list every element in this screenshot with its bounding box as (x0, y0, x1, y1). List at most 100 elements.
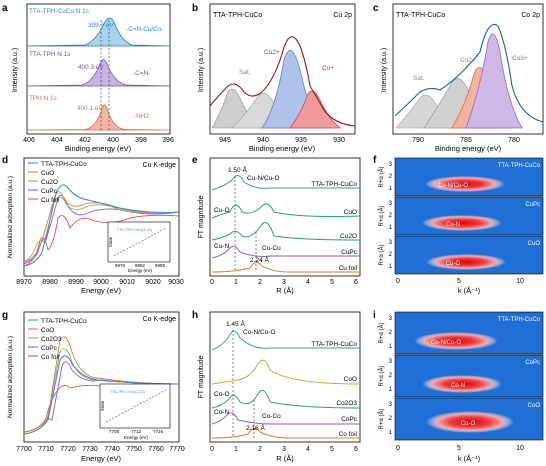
panel-e-x-ticks: 0 1 2 3 4 5 6 (210, 279, 358, 286)
panel-g-inset-fit (105, 389, 167, 423)
panel-b: b TTA-TPH-CuCo Cu 2p Cu2+ Cu+ Sat. 945 9… (192, 3, 356, 153)
panel-i-name-1: TTA-TPH-CuCo (498, 317, 541, 323)
panel-i-blob-2 (422, 375, 502, 393)
panel-g-inset-tick-1: 7712 (131, 429, 142, 434)
panel-g-legend-1: CoO (41, 327, 54, 334)
panel-a-tick-1: 404 (51, 137, 63, 144)
panel-g-tick-3: 7730 (82, 446, 98, 453)
panel-g-inset-note: TTA-TPH-CuCo(2.22) (110, 390, 145, 394)
panel-d-tick-1: 8980 (42, 279, 58, 286)
panel-g-tick-1: 7710 (38, 446, 54, 453)
panel-g-inset (99, 383, 171, 429)
panel-h-x-ticks: 0 1 2 3 4 5 6 (210, 446, 358, 453)
panel-h-tick-2: 2 (258, 446, 262, 453)
panel-g-inset-tick-2: 7716 (153, 429, 164, 434)
panel-f-name-3: CuO (528, 241, 541, 247)
panel-f-ytick-1-3: 3 (389, 162, 393, 168)
panel-e-annot-2: Cu-O (214, 207, 230, 214)
panel-e-frame (209, 157, 361, 277)
panel-e-curve-label-3: CuPc (341, 249, 358, 256)
panel-d-inset-tick-0: 8979 (115, 263, 126, 268)
panel-f-name-2: CuPc (525, 202, 540, 208)
panel-e-annot-1: Cu-N/Cu-O (247, 175, 280, 182)
panel-h-curve-copc (211, 412, 360, 425)
panel-a-curve-tta-tph (26, 59, 171, 87)
panel-f-blob-3 (426, 254, 506, 270)
panel-d-legend-3: CuPc (41, 188, 58, 195)
panel-e-xlabel: R (Å) (276, 286, 294, 295)
panel-f-ytick-2-1: 1 (389, 225, 393, 231)
panel-d-inset-tick-1: 8982 (135, 263, 146, 268)
panel-c-tick-1: 785 (460, 137, 472, 144)
panel-g-tick-6: 7760 (148, 446, 164, 453)
panel-d-tick-2: 8990 (68, 279, 84, 286)
panel-f-label-1: Cu-N/Cu-O (438, 183, 468, 189)
panel-h-tick-4: 4 (306, 446, 310, 453)
panel-g-ylabel: Normalized adsorption (a.u.) (7, 336, 14, 418)
panel-f-ylabel-2: R+α (Å) (378, 206, 385, 227)
panel-g-line-coo (23, 336, 180, 433)
panel-c-corner: Co 2p (521, 12, 540, 19)
panel-d-legend: TTA-TPH-CuCo CuO Cu2O CuPc Cu foil (28, 161, 87, 204)
panel-i-ylabel-3: R+α (Å) (378, 409, 385, 430)
panel-d-frame (23, 157, 180, 277)
panel-e-curve-tta (211, 175, 360, 191)
panel-d-corner: Cu K-edge (143, 162, 177, 169)
panel-i-blob-3 (426, 411, 514, 433)
panel-d-xlabel: Energy (eV) (81, 286, 122, 295)
panel-f-blob-2 (422, 215, 502, 231)
panel-letter-h: h (192, 310, 198, 321)
panel-d-ylabel: Normalized adsorption (a.u.) (7, 176, 14, 258)
panel-e: e TTA-TPH-CuCo CuO Cu2O CuPc Cu foil 1.5… (192, 155, 361, 295)
panel-e-curve-label-0: TTA-TPH-CuCo (311, 181, 357, 188)
panel-e-curve-cufoil (211, 262, 360, 273)
panel-i-ytick-2-2: 2 (389, 373, 393, 379)
panel-f-name-1: TTA-TPH-CuCo (498, 163, 541, 169)
panel-a-peak-3: 400.1 eV (77, 105, 103, 112)
panel-h-curve-label-4: Co foil (339, 431, 358, 438)
panel-f-ytick-3-2: 2 (389, 252, 393, 258)
panel-i-ylabel-1: R+α (Å) (378, 323, 385, 344)
panel-letter-f: f (373, 155, 377, 166)
panel-e-tick-6: 6 (354, 279, 358, 286)
panel-i-name-2: CoPc (525, 360, 540, 366)
panel-i-ytick-1-3: 3 (389, 316, 393, 322)
panel-h-annot-0: 1.45 Å (226, 319, 245, 328)
panel-f-label-3: Cu-O (446, 261, 461, 267)
panel-a-assign-3: -NH2 (134, 113, 149, 120)
panel-i-tick-2: 10 (516, 445, 524, 452)
panel-c-peak-co3 (465, 33, 523, 129)
panel-g-legend-0: TTA-TPH-CuCo (41, 318, 87, 325)
panel-b-tick-3: 930 (333, 137, 345, 144)
panel-b-peak-cu1 (289, 90, 342, 129)
panel-b-peak-label-sat: Sat. (239, 69, 251, 76)
panel-i-x-ticks: 0 5 10 (396, 445, 524, 452)
panel-f-ytick-3-1: 1 (389, 264, 393, 270)
panel-letter-c: c (373, 3, 379, 14)
panel-f-label-2: Cu-N (446, 222, 460, 228)
panel-g-tick-7: 7770 (169, 446, 185, 453)
panel-b-peak-label-cu1: Cu+ (322, 65, 334, 72)
panel-letter-a: a (2, 3, 8, 14)
panel-g-legend: TTA-TPH-CuCo CoO Co2O3 CoPc Co foil (28, 318, 87, 361)
panel-c-tick-2: 780 (508, 137, 520, 144)
panel-f-ytick-1-2: 2 (389, 174, 393, 180)
panel-c-xlabel: Binding energy (eV) (435, 144, 502, 153)
panel-d-tick-4: 9010 (119, 279, 135, 286)
panel-h-curve-label-2: Co2O3 (336, 400, 357, 407)
panel-c-tick-0: 790 (412, 137, 424, 144)
panel-d-tick-0: 8970 (16, 279, 32, 286)
panel-i-label-1: Co-N/Co-O (431, 340, 461, 346)
panel-b-title: TTA-TPH-CuCo (213, 12, 262, 19)
panel-g-tick-0: 7700 (16, 446, 32, 453)
panel-e-annot-5: 2.24 Å (250, 255, 269, 264)
panel-a-label-1: TTA-TPH-CuCo N 1s (29, 8, 89, 15)
panel-h-curve-tta (211, 330, 360, 351)
panel-f-blob-1 (425, 176, 505, 192)
panel-i-ytick-3-1: 1 (389, 430, 393, 436)
panel-d-inset-fit (113, 227, 167, 257)
panel-h-annot-1: Co-N/Co-O (243, 329, 276, 336)
panel-g-inset-xlabel: Energy (eV) (124, 435, 149, 440)
panel-g-tick-5: 7750 (126, 446, 142, 453)
panel-a-x-ticks: 406 404 402 400 398 396 (23, 137, 174, 144)
